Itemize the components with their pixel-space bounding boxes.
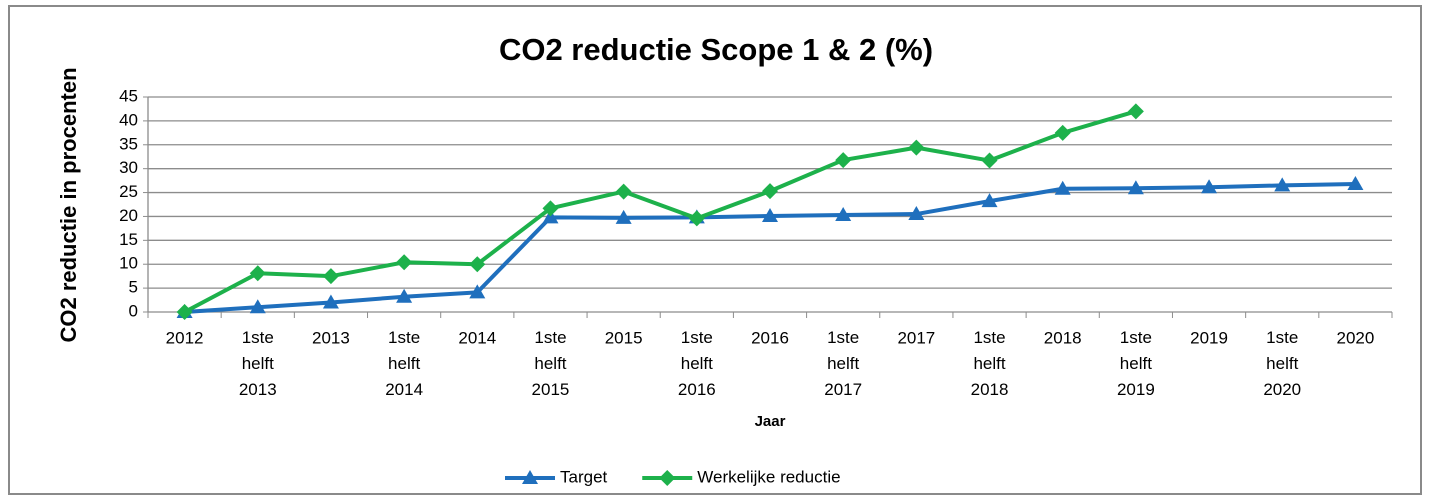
- marker: [981, 193, 998, 208]
- y-tick-label: 40: [119, 110, 138, 129]
- y-tick-label: 45: [119, 86, 138, 105]
- marker: [762, 207, 778, 222]
- marker: [469, 284, 486, 299]
- x-tick-label: 1ste helft 2015: [532, 328, 570, 399]
- x-tick-label: 1ste helft 2018: [971, 328, 1009, 399]
- y-tick-label: 15: [119, 230, 138, 249]
- x-tick-label: 2017: [897, 328, 935, 347]
- y-tick-label: 25: [119, 182, 138, 201]
- marker: [249, 299, 266, 314]
- x-tick-label: 1ste helft 2020: [1263, 328, 1301, 399]
- legend-label: Werkelijke reductie: [697, 467, 840, 486]
- marker: [469, 256, 486, 273]
- marker: [762, 183, 778, 200]
- x-axis-title: Jaar: [755, 413, 786, 430]
- x-tick-label: 2020: [1336, 328, 1374, 347]
- marker: [1054, 180, 1071, 195]
- y-tick-label: 35: [119, 134, 138, 153]
- series-line: [183, 109, 1137, 314]
- y-axis-title: CO2 reductie in procenten: [56, 67, 81, 342]
- marker: [1127, 103, 1144, 120]
- marker: [981, 152, 998, 169]
- x-tick-label: 1ste helft 2019: [1117, 328, 1155, 399]
- marker: [835, 152, 852, 169]
- marker: [1127, 180, 1144, 195]
- y-tick-label: 0: [129, 301, 138, 320]
- x-tick-label: 1ste helft 2016: [678, 328, 716, 399]
- x-tick-label: 2019: [1190, 328, 1228, 347]
- x-tick-label: 1ste helft 2014: [385, 328, 423, 399]
- marker: [249, 265, 266, 282]
- x-tick-label: 2012: [166, 328, 204, 347]
- marker: [542, 209, 559, 224]
- y-tick-label: 10: [119, 254, 138, 273]
- marker: [522, 470, 538, 484]
- x-tick-label: 2015: [605, 328, 643, 347]
- marker: [176, 304, 193, 320]
- marker: [1347, 175, 1364, 190]
- x-tick-label: 2014: [458, 328, 496, 347]
- y-tick-label: 30: [119, 158, 138, 177]
- marker: [908, 139, 925, 156]
- x-tick-label: 2016: [751, 328, 789, 347]
- marker: [322, 294, 339, 309]
- marker: [615, 183, 632, 200]
- x-tick-label: 1ste helft 2017: [824, 328, 862, 399]
- marker: [659, 470, 676, 486]
- chart-title: CO2 reductie Scope 1 & 2 (%): [499, 32, 933, 67]
- x-tick-label: 1ste helft 2013: [239, 328, 277, 399]
- y-tick-label: 20: [119, 206, 138, 225]
- marker: [615, 209, 632, 224]
- marker: [396, 254, 413, 271]
- legend-label: Target: [560, 467, 608, 486]
- chart-border: [8, 5, 1422, 495]
- y-tick-label: 5: [129, 278, 138, 297]
- x-tick-label: 2013: [312, 328, 350, 347]
- marker: [688, 210, 705, 227]
- marker: [322, 268, 339, 285]
- marker: [835, 207, 852, 222]
- marker: [1054, 124, 1071, 141]
- x-tick-label: 2018: [1044, 328, 1082, 347]
- marker: [542, 200, 559, 217]
- marker: [1201, 179, 1218, 194]
- marker: [1274, 177, 1291, 192]
- marker: [908, 206, 925, 221]
- marker: [396, 288, 413, 303]
